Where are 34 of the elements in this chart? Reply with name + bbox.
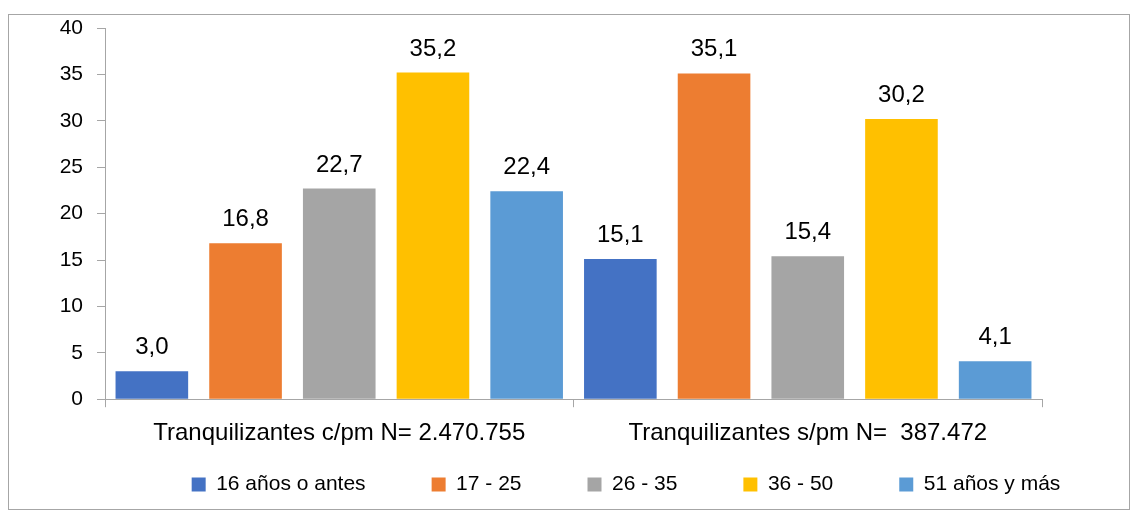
data-label: 35,1 <box>690 34 738 62</box>
y-tick-label: 25 <box>59 154 83 177</box>
data-label: 3,0 <box>135 332 169 360</box>
bar <box>490 191 563 399</box>
legend-label: 51 años y más <box>923 471 1061 495</box>
data-label: 35,2 <box>409 33 457 61</box>
data-label: 22,4 <box>503 152 551 180</box>
data-label: 15,4 <box>784 217 832 245</box>
x-tick-label: Tranquilizantes s/pm N= 387.472 <box>628 418 988 446</box>
bar <box>209 243 282 399</box>
data-label: 30,2 <box>878 79 925 107</box>
y-tick-label: 30 <box>59 107 83 131</box>
bar <box>958 361 1032 399</box>
y-tick-label: 35 <box>59 61 83 85</box>
data-label: 22,7 <box>315 149 363 177</box>
legend-label: 26 - 35 <box>612 471 678 495</box>
y-tick-label: 0 <box>71 386 83 409</box>
y-tick-label: 10 <box>59 293 83 317</box>
y-tick-label: 5 <box>71 339 83 363</box>
y-tick-label: 15 <box>59 246 83 270</box>
bar <box>584 259 657 399</box>
bar <box>396 72 470 399</box>
data-label: 15,1 <box>596 220 644 248</box>
legend-label: 17 - 25 <box>456 471 522 495</box>
data-label: 16,8 <box>222 204 269 232</box>
data-label: 4,1 <box>978 322 1012 350</box>
bar <box>115 371 189 399</box>
legend-label: 16 años o antes <box>216 471 366 495</box>
bar <box>865 118 938 399</box>
y-tick-label: 40 <box>59 14 83 38</box>
x-tick-label: Tranquilizantes c/pm N= 2.470.755 <box>153 418 526 446</box>
bar <box>677 73 751 399</box>
y-tick-label: 20 <box>59 200 83 224</box>
legend-label: 36 - 50 <box>767 471 834 495</box>
